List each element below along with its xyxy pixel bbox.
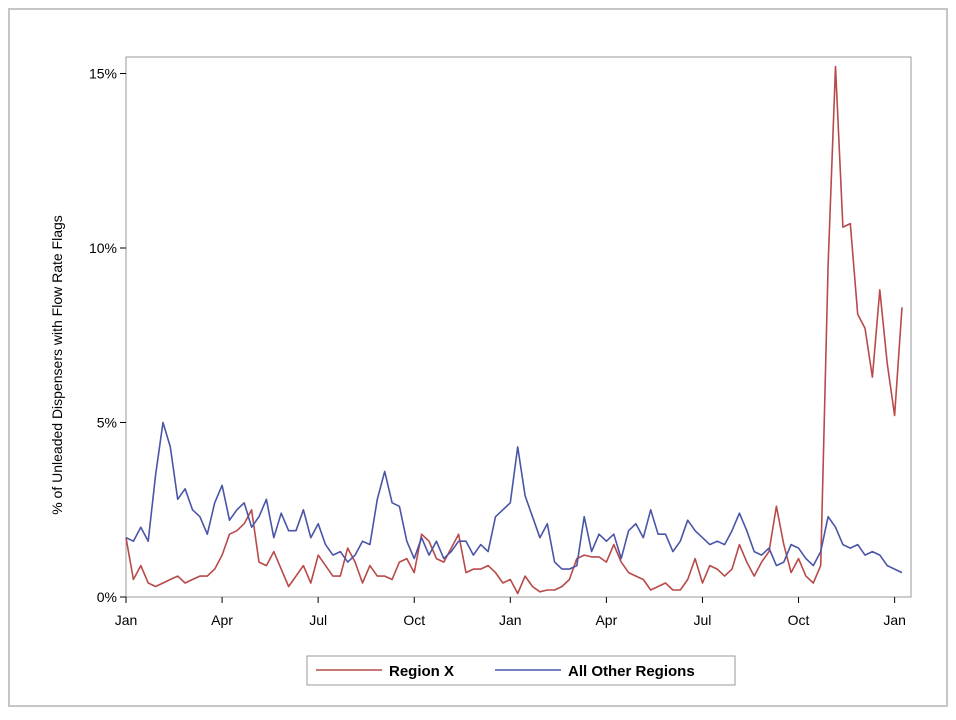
legend-label-region-x: Region X [389, 663, 454, 680]
y-axis-label: % of Unleaded Dispensers with Flow Rate … [49, 215, 65, 515]
x-tick-label: Jan [115, 612, 138, 628]
y-tick-label: 0% [97, 589, 117, 605]
x-axis-ticks: Jan Apr Jul Oct Jan Apr Jul Oct Jan [115, 597, 906, 628]
y-tick-label: 15% [89, 66, 117, 82]
series-line-region-x [125, 65, 903, 595]
series-line-all-other-regions [125, 421, 903, 574]
legend-label-all-other-regions: All Other Regions [568, 663, 695, 680]
series-lines [125, 65, 903, 595]
x-tick-label: Jan [883, 612, 906, 628]
plot-area [125, 56, 912, 598]
y-tick-label: 10% [89, 240, 117, 256]
x-tick-label: Apr [595, 612, 617, 628]
y-tick-label: 5% [97, 415, 117, 431]
x-tick-label: Oct [403, 612, 425, 628]
x-tick-label: Jan [499, 612, 522, 628]
x-tick-label: Apr [211, 612, 233, 628]
legend: Region X All Other Regions [306, 655, 736, 686]
legend-box [306, 655, 736, 686]
x-tick-label: Jul [694, 612, 712, 628]
y-axis-ticks: 0% 5% 10% 15% [89, 66, 126, 605]
x-tick-label: Oct [788, 612, 810, 628]
x-tick-label: Jul [309, 612, 327, 628]
